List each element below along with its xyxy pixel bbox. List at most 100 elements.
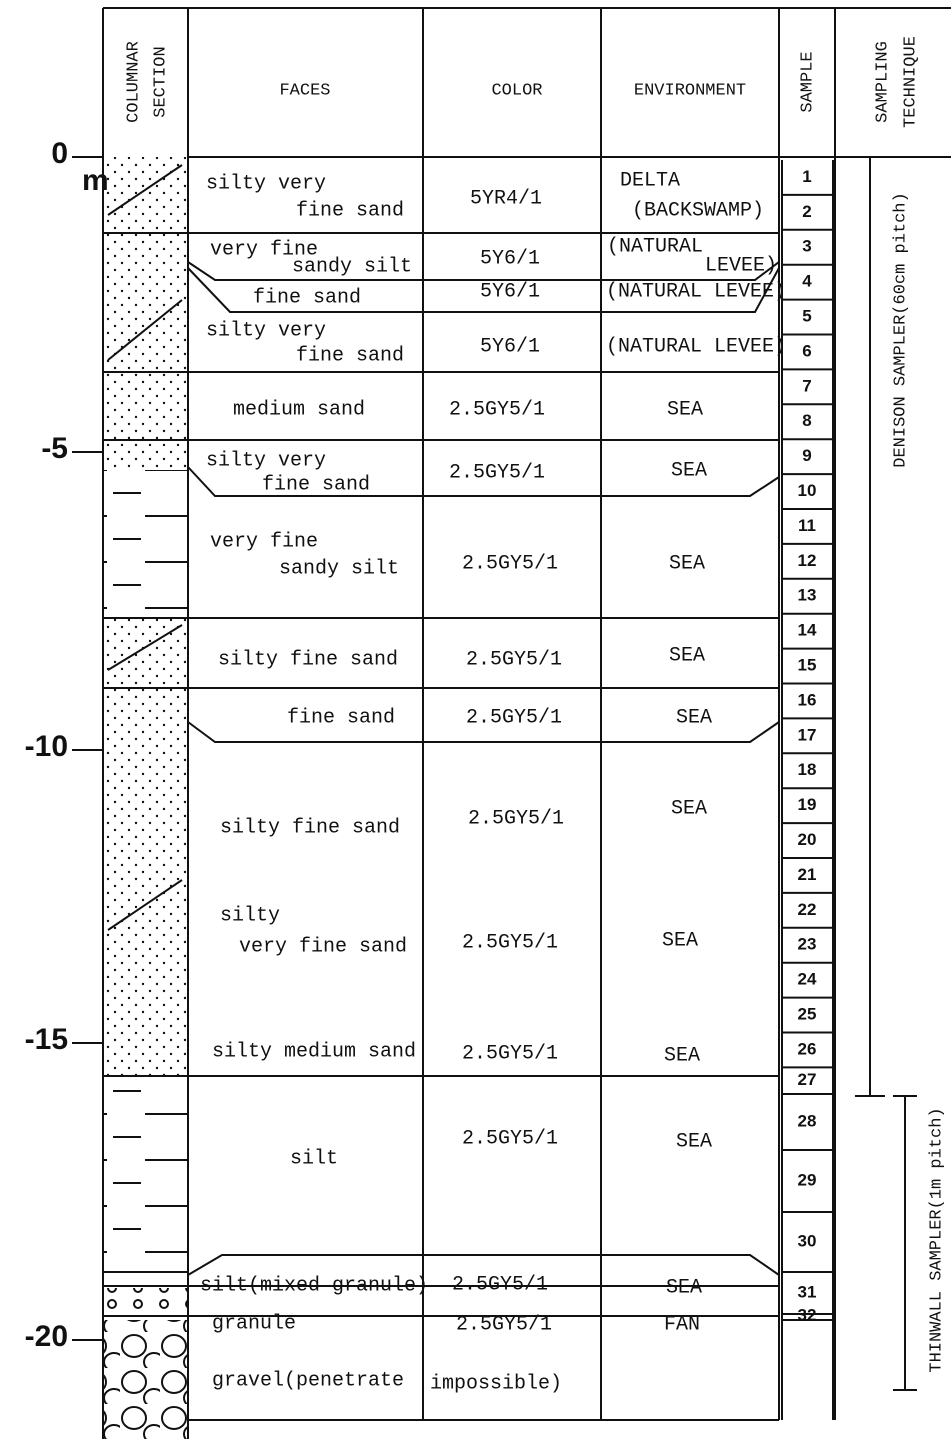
color-text: 2.5GY5/1 xyxy=(462,931,558,954)
sample-number: 6 xyxy=(802,341,811,360)
sample-number: 11 xyxy=(798,516,816,535)
environment-text: SEA xyxy=(664,1044,700,1067)
color-text: 2.5GY5/1 xyxy=(466,706,562,729)
environment-text: SEA xyxy=(671,797,707,820)
faces-text: silty very xyxy=(206,319,326,342)
faces-text: silt xyxy=(290,1147,338,1170)
silt-pattern xyxy=(104,470,188,618)
faces-text: fine sand xyxy=(296,199,404,222)
faces-text: silty very xyxy=(206,449,326,472)
faces-text: fine sand xyxy=(287,706,395,729)
faces-text: medium sand xyxy=(233,398,365,421)
sample-number: 10 xyxy=(798,481,817,500)
header-text: SECTION xyxy=(151,46,170,117)
technique-label: DENISON SAMPLER(60cm pitch) xyxy=(891,192,910,467)
gravel-pattern xyxy=(104,1320,188,1439)
environment-text: SEA xyxy=(669,552,705,575)
stratigraphic-log: COLUMNARSECTIONFACESCOLORENVIRONMENTSAMP… xyxy=(0,0,951,1439)
faces-text: fine sand xyxy=(296,344,404,367)
header-text: TECHNIQUE xyxy=(901,36,920,128)
technique-label: THINWALL SAMPLER(1m pitch) xyxy=(927,1107,946,1372)
sample-number: 28 xyxy=(798,1111,817,1130)
faces-text: silty fine sand xyxy=(220,816,400,839)
sample-number: 32 xyxy=(798,1305,817,1324)
environment-text: SEA xyxy=(676,706,712,729)
columnar-section xyxy=(104,157,188,1439)
sample-number: 26 xyxy=(798,1039,817,1058)
sample-number: 20 xyxy=(798,830,817,849)
environment-text: SEA xyxy=(666,1276,702,1299)
sample-number: 23 xyxy=(798,935,817,954)
environment-text: DELTA xyxy=(620,169,680,192)
sample-number: 30 xyxy=(798,1231,817,1250)
faces-text: silt(mixed granule) xyxy=(200,1274,428,1297)
granule-pattern xyxy=(104,1288,188,1316)
depth-unit: m xyxy=(82,164,109,197)
sample-number: 1 xyxy=(802,167,811,186)
faces-text: very fine xyxy=(210,530,318,553)
sample-number: 9 xyxy=(802,446,811,465)
environment-text: SEA xyxy=(671,459,707,482)
environment-text: (NATURAL xyxy=(607,235,703,258)
sample-number: 17 xyxy=(798,725,817,744)
sample-number: 12 xyxy=(798,551,817,570)
sample-number: 18 xyxy=(798,760,817,779)
sample-number: 8 xyxy=(802,411,811,430)
color-text: 5Y6/1 xyxy=(480,335,540,358)
environment-text: SEA xyxy=(667,398,703,421)
faces-text: granule xyxy=(212,1312,296,1335)
environment-text: SEA xyxy=(662,929,698,952)
color-text: impossible) xyxy=(430,1372,562,1395)
depth-label: -20 xyxy=(25,1320,68,1353)
header-text: COLOR xyxy=(491,81,542,100)
sample-number: 29 xyxy=(798,1170,817,1189)
sample-number: 25 xyxy=(798,1005,817,1024)
sample-number: 22 xyxy=(798,900,817,919)
color-text: 2.5GY5/1 xyxy=(466,648,562,671)
faces-text: very fine sand xyxy=(239,935,407,958)
sample-number: 5 xyxy=(802,307,811,326)
color-text: 2.5GY5/1 xyxy=(468,807,564,830)
sample-number: 19 xyxy=(798,795,817,814)
faces-text: silty xyxy=(220,904,280,927)
faces-text: fine sand xyxy=(253,286,361,309)
environment-text: SEA xyxy=(669,644,705,667)
header-text: SAMPLE xyxy=(798,51,817,112)
sample-number: 7 xyxy=(802,376,811,395)
faces-text: sandy silt xyxy=(292,255,412,278)
sample-number: 15 xyxy=(798,656,817,675)
sample-number: 16 xyxy=(798,690,817,709)
environment-text: (NATURAL LEVEE) xyxy=(606,335,786,358)
environment-text: SEA xyxy=(676,1130,712,1153)
depth-label: -15 xyxy=(25,1023,68,1056)
environment-text: (BACKSWAMP) xyxy=(632,199,764,222)
depth-label: 0 xyxy=(51,137,68,170)
color-text: 2.5GY5/1 xyxy=(462,1127,558,1150)
sample-number: 3 xyxy=(802,237,811,256)
header-text: ENVIRONMENT xyxy=(634,81,746,100)
sample-number: 14 xyxy=(798,621,817,640)
header-text: COLUMNAR xyxy=(124,41,143,123)
color-text: 2.5GY5/1 xyxy=(449,398,545,421)
color-text: 2.5GY5/1 xyxy=(449,461,545,484)
sample-number: 24 xyxy=(798,970,817,989)
environment-text: FAN xyxy=(664,1313,700,1336)
silt-pattern xyxy=(104,1076,188,1272)
depth-label: -5 xyxy=(41,432,68,465)
depth-label: -10 xyxy=(25,730,68,763)
faces-text: silty fine sand xyxy=(218,648,398,671)
environment-text: LEVEE) xyxy=(705,254,777,277)
color-text: 5Y6/1 xyxy=(480,247,540,270)
environment-text: (NATURAL LEVEE) xyxy=(606,280,786,303)
faces-text: gravel(penetrate xyxy=(212,1369,404,1392)
faces-text: silty very xyxy=(206,172,326,195)
header-text: SAMPLING xyxy=(873,41,892,123)
color-text: 2.5GY5/1 xyxy=(462,1042,558,1065)
color-text: 2.5GY5/1 xyxy=(452,1273,548,1296)
color-text: 2.5GY5/1 xyxy=(456,1313,552,1336)
color-text: 2.5GY5/1 xyxy=(462,552,558,575)
sample-number: 27 xyxy=(798,1070,817,1089)
sample-number: 31 xyxy=(798,1282,817,1301)
sample-number: 21 xyxy=(798,865,817,884)
sample-number: 13 xyxy=(798,586,817,605)
